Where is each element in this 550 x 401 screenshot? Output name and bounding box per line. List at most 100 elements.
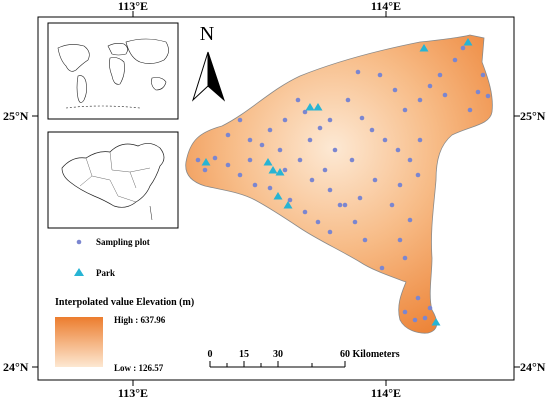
legend-park-symbol: [74, 268, 84, 276]
sampling-plot-point: [307, 137, 313, 143]
map-frame: [37, 16, 515, 381]
sampling-plot-point: [345, 97, 351, 103]
sampling-plot-point: [407, 217, 413, 223]
sampling-plot-point: [395, 147, 401, 153]
north-arrow: N: [191, 23, 226, 102]
sampling-plot-point: [407, 157, 413, 163]
sampling-plot-point: [342, 202, 348, 208]
sampling-plot-point: [237, 117, 243, 123]
sampling-plot-point: [362, 237, 368, 243]
top-lon-label-114: 114°E: [371, 0, 401, 13]
sampling-plot-point: [327, 117, 333, 123]
sampling-plot-point: [422, 315, 428, 321]
sampling-plot-point: [302, 209, 308, 215]
legend-low-label: Low : 126.57: [114, 363, 164, 373]
bottom-lon-label-114: 114°E: [371, 386, 401, 400]
sampling-plot-point: [377, 72, 383, 78]
sampling-plot-point: [202, 167, 208, 173]
graticule-ticks: [32, 11, 520, 386]
sampling-plot-point: [352, 219, 358, 225]
sampling-plot-point: [415, 172, 421, 178]
park-marker: [275, 168, 285, 176]
park-marker: [268, 166, 278, 174]
sampling-plot-point: [252, 182, 258, 188]
sampling-plot-point: [297, 157, 303, 163]
legend-park-label: Park: [96, 268, 115, 278]
scale-bar-label-15: 15: [239, 349, 249, 360]
sampling-plot-point: [309, 177, 315, 183]
scale-bar-label-60: 60 Kilometers: [340, 349, 400, 360]
sampling-plot-point: [355, 69, 361, 75]
legend-sampling-plot-label: Sampling plot: [96, 237, 150, 247]
sampling-plot-point: [397, 182, 403, 188]
sampling-plot-point: [259, 142, 265, 148]
sampling-plot-point: [427, 83, 433, 89]
sampling-plot-point: [382, 137, 388, 143]
bottom-lon-label-113: 113°E: [118, 386, 148, 400]
sampling-plot-point: [417, 97, 423, 103]
sampling-plot-point: [402, 107, 408, 113]
scale-bar-label-0: 0: [208, 349, 213, 360]
park-marker: [273, 192, 283, 200]
sampling-plot-point: [467, 107, 473, 113]
sampling-plot-point: [412, 317, 418, 323]
sampling-plot-point: [267, 185, 273, 191]
sampling-plots-layer: [195, 45, 491, 323]
china-map-inset: [47, 131, 179, 229]
scale-bar-label-30: 30: [273, 349, 283, 360]
sampling-plot-point: [427, 305, 433, 311]
sampling-plot-point: [357, 195, 363, 201]
sampling-plot-point: [437, 72, 443, 78]
sampling-plot-point: [287, 197, 293, 203]
sampling-plot-point: [295, 97, 301, 103]
sampling-plot-point: [372, 177, 378, 183]
scale-bar: 0 15 30 60 Kilometers: [208, 349, 400, 368]
sampling-plot-point: [417, 137, 423, 143]
park-marker: [263, 158, 273, 166]
sampling-plot-point: [369, 127, 375, 133]
sampling-plot-point: [322, 167, 328, 173]
sampling-plot-point: [392, 87, 398, 93]
study-area-elevation-surface: [185, 34, 493, 334]
park-marker: [305, 103, 315, 111]
sampling-plot-point: [225, 132, 231, 138]
park-marker: [431, 318, 441, 326]
sampling-plot-point: [212, 155, 218, 161]
park-marker: [463, 38, 473, 46]
park-marker: [419, 44, 429, 52]
sampling-plot-point: [337, 202, 343, 208]
parks-layer: [201, 38, 473, 326]
sampling-plot-point: [415, 295, 421, 301]
park-marker: [313, 103, 323, 111]
sampling-plot-point: [302, 109, 308, 115]
world-map-inset: [47, 22, 179, 120]
sampling-plot-point: [237, 172, 243, 178]
legend-elevation: Interpolated value Elevation (m) High : …: [55, 297, 194, 373]
sampling-plot-point: [267, 127, 273, 133]
right-lat-label-24: 24°N: [520, 360, 546, 374]
sampling-plot-point: [247, 157, 253, 163]
park-marker: [201, 158, 211, 166]
sampling-plot-point: [247, 137, 253, 143]
sampling-plot-point: [397, 237, 403, 243]
sampling-plot-point: [332, 147, 338, 153]
sampling-plot-point: [452, 57, 458, 63]
sampling-plot-point: [315, 219, 321, 225]
sampling-plot-point: [460, 45, 466, 51]
sampling-plot-point: [195, 157, 201, 163]
sampling-plot-point: [282, 167, 288, 173]
sampling-plot-point: [327, 187, 333, 193]
sampling-plot-point: [480, 72, 486, 78]
left-lat-label-25: 25°N: [3, 109, 29, 123]
left-lat-label-24: 24°N: [3, 360, 29, 374]
sampling-plot-point: [277, 147, 283, 153]
legend-point-symbols: Sampling plot Park: [74, 237, 150, 278]
park-marker: [283, 201, 293, 209]
sampling-plot-point: [442, 92, 448, 98]
sampling-plot-point: [389, 202, 395, 208]
sampling-plot-point: [225, 162, 231, 168]
sampling-plot-point: [402, 255, 408, 261]
legend-sampling-plot-symbol: [76, 239, 82, 245]
sampling-plot-point: [402, 309, 408, 315]
